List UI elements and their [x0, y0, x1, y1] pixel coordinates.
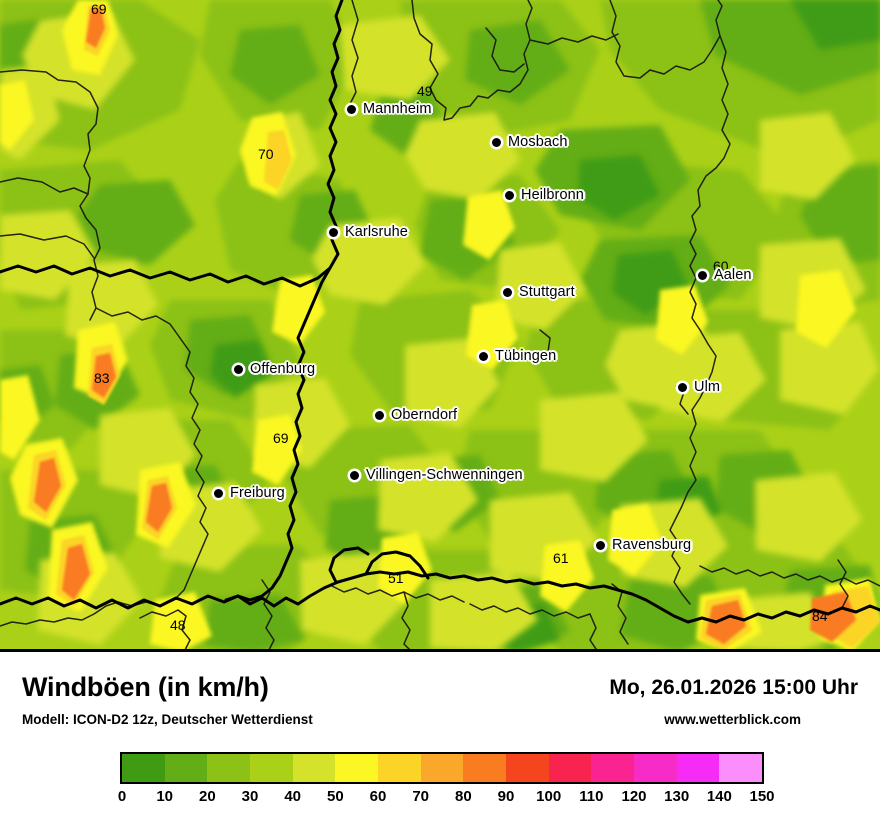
colorbar-tick-label: 20	[198, 788, 216, 805]
colorbar-tick-label: 10	[156, 788, 173, 805]
colorbar-bin-90-100	[506, 754, 549, 782]
model-subtitle: Modell: ICON-D2 12z, Deutscher Wetterdie…	[22, 712, 313, 727]
colorbar: 0 10 20 30 40 50 60 70 80 90 100 110 120 130 140 150	[118, 752, 775, 810]
colorbar-tick-label: 150	[749, 788, 775, 805]
colorbar-tick-label: 120	[621, 788, 647, 805]
website-label: www.wetterblick.com	[664, 712, 801, 727]
colorbar-bin-10-20	[164, 754, 208, 782]
colorbar-bin-140-150	[719, 754, 763, 782]
legend-footer: Windböen (in km/h) Modell: ICON-D2 12z, …	[0, 652, 880, 830]
colorbar-bin-20-30	[207, 754, 251, 782]
colorbar-bin-50-60	[335, 754, 379, 782]
weather-map[interactable]: 69 49 70 60 83 69 61 51 48 84 Mannheim M…	[0, 0, 880, 652]
colorbar-tick-label: 50	[326, 788, 344, 805]
valid-timestamp: Mo, 26.01.2026 15:00 Uhr	[609, 676, 858, 699]
colorbar-bin-40-50	[292, 754, 336, 782]
colorbar-tick-label: 0	[117, 788, 127, 805]
colorbar-bin-80-90	[463, 754, 507, 782]
colorbar-tick-label: 140	[706, 788, 732, 805]
colorbar-bin-30-40	[250, 754, 293, 782]
colorbar-bin-100-110	[548, 754, 592, 782]
colorbar-bin-0-10	[122, 754, 165, 782]
colorbar-tick-label: 100	[536, 788, 562, 805]
colorbar-tick-label: 130	[664, 788, 690, 805]
colorbar-bin-110-120	[591, 754, 635, 782]
colorbar-tick-label: 80	[454, 788, 472, 805]
colorbar-tick-label: 110	[579, 788, 604, 805]
colorbar-tick-label: 90	[497, 788, 515, 805]
colorbar-tick-label: 30	[241, 788, 259, 805]
colorbar-tick-label: 60	[369, 788, 387, 805]
colorbar-bin-120-130	[634, 754, 677, 782]
gust-field-raster	[0, 0, 880, 649]
colorbar-tick-label: 70	[412, 788, 429, 805]
colorbar-tick-label: 40	[284, 788, 301, 805]
colorbar-bin-70-80	[420, 754, 464, 782]
colorbar-ticks: 0 10 20 30 40 50 60 70 80 90 100 110 120 130 140 150	[117, 784, 775, 810]
colorbar-gradient	[120, 752, 764, 784]
colorbar-bin-130-140	[676, 754, 720, 782]
chart-title: Windböen (in km/h)	[22, 672, 269, 702]
colorbar-bin-60-70	[378, 754, 421, 782]
